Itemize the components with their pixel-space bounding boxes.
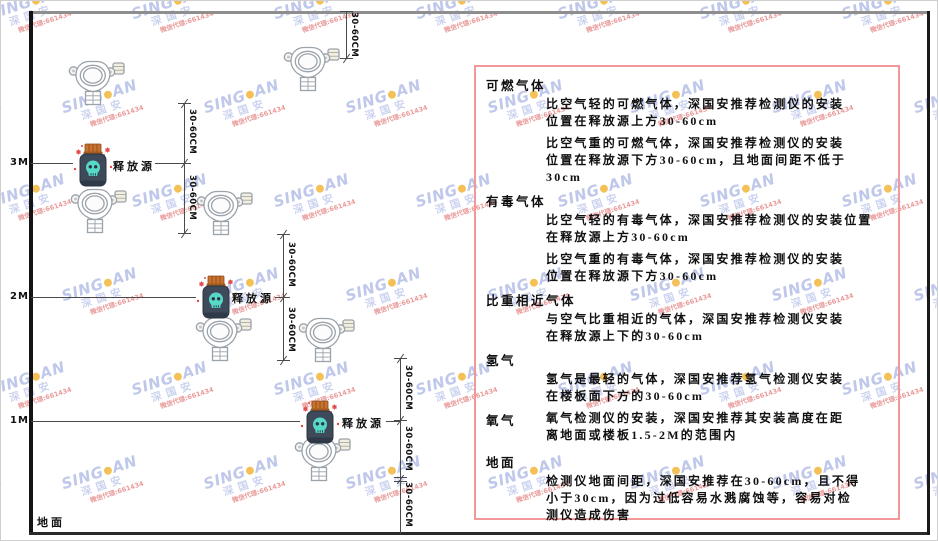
section-paragraph: 比空气重的可燃气体，深国安推荐检测仪的安装 位置在释放源下方30-60cm，且地… [546, 136, 847, 184]
dim-label-3m-upper: 30-60CM [187, 109, 197, 155]
gas-detector-icon [70, 188, 127, 234]
section-combustible-gas: 可燃气体 比空气轻的可燃气体，深国安推荐检测仪的安装 位置在释放源上方30-60… [486, 75, 890, 186]
section-paragraph: 比空气轻的可燃气体，深国安推荐检测仪的安装 位置在释放源上方30-60cm [546, 97, 845, 128]
section-heading: 氢气 [486, 354, 517, 368]
dim-line-1m [400, 358, 401, 534]
dim-line-3m [184, 103, 185, 233]
section-paragraph: 比空气重的有毒气体，深国安推荐检测仪的安装 位置在释放源下方30-60cm [546, 252, 845, 283]
dim-label-2m-upper: 30-60CM [286, 242, 296, 288]
section-paragraph: 检测仪地面间距，深国安推荐在30-60cm，且不得 小于30cm，因为过低容易水… [546, 474, 861, 522]
section-paragraph: 氧气检测仪的安装，深国安推荐其安装高度在距 离地面或楼板1.5-2M的范围内 [546, 411, 845, 442]
dim-label-1m-lower: 30-60CM [403, 426, 413, 472]
dim-label-1m-upper: 30-60CM [403, 365, 413, 411]
section-paragraph: 氢气是最轻的气体，深国安推荐氢气检测仪安装 在楼板面下方的30-60cm [546, 372, 845, 403]
height-label-3m: 3M [10, 157, 29, 168]
section-similar-density-gas: 比重相近气体 与空气比重相近的气体，深国安推荐检测仪安装 在释放源上下的30-6… [486, 290, 890, 345]
release-source-label: 释放源 [232, 293, 274, 305]
gas-detector-icon [298, 317, 355, 363]
section-paragraph: 与空气比重相近的气体，深国安推荐检测仪安装 在释放源上下的30-60cm [546, 312, 845, 343]
section-heading: 有毒气体 [486, 195, 547, 209]
height-label-2m: 2M [10, 291, 29, 302]
height-line-3m [31, 163, 73, 164]
section-heading: 可燃气体 [486, 79, 547, 93]
section-ground: 地面 检测仪地面间距，深国安推荐在30-60cm，且不得 小于30cm，因为过低… [486, 452, 890, 524]
ceiling-line [31, 11, 929, 14]
ground-label: 地面 [37, 517, 65, 529]
dim-label-ceiling: 30-60CM [349, 12, 359, 58]
gas-detector-icon [196, 190, 253, 236]
section-hydrogen: 氢气 氢气是最轻的气体，深国安推荐氢气检测仪安装 在楼板面下方的30-60cm [486, 350, 890, 405]
release-source-label: 释放源 [342, 418, 384, 430]
height-line-1m [31, 421, 300, 422]
ground-line [29, 532, 930, 535]
dim-line-ceiling [346, 11, 347, 58]
dim-tick [394, 481, 407, 482]
recommendation-panel: 可燃气体 比空气轻的可燃气体，深国安推荐检测仪的安装 位置在释放源上方30-60… [474, 65, 900, 522]
height-label-1m: 1M [10, 415, 29, 426]
section-paragraph: 比空气轻的有毒气体，深国安推荐检测仪的安装位置 在释放源上方30-60cm [546, 213, 873, 244]
section-toxic-gas: 有毒气体 比空气轻的有毒气体，深国安推荐检测仪的安装位置 在释放源上方30-60… [486, 191, 890, 285]
section-heading: 地面 [486, 456, 517, 470]
release-source-icon [73, 143, 113, 187]
right-border-line [927, 11, 930, 535]
section-heading: 比重相近气体 [486, 294, 577, 308]
height-line-2m [31, 297, 196, 298]
section-heading: 氧气 [486, 414, 517, 428]
release-source-icon [300, 400, 340, 444]
gas-detector-icon [68, 60, 125, 106]
gas-detector-icon [283, 46, 340, 92]
connector-1m [386, 421, 400, 422]
gas-detector-icon [195, 316, 252, 362]
dim-label-2m-lower: 30-60CM [286, 307, 296, 353]
connector-3m [155, 163, 184, 164]
section-oxygen: 氧气 氧气检测仪的安装，深国安推荐其安装高度在距 离地面或楼板1.5-2M的范围… [486, 410, 890, 449]
release-source-label: 释放源 [113, 161, 155, 173]
dim-tick [340, 11, 353, 12]
dim-label-ground-clearance: 30-60CM [403, 482, 413, 528]
wall-line [29, 11, 33, 535]
